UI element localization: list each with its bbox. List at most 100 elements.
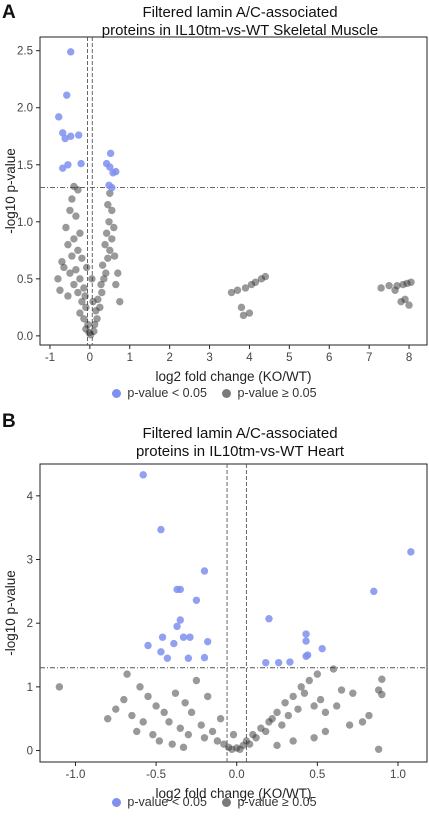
title-line: proteins in IL10tm-vs-WT Skeletal Muscle — [101, 22, 379, 39]
data-point-nonsignificant — [101, 240, 109, 249]
data-point-nonsignificant — [56, 286, 64, 294]
data-point-nonsignificant — [160, 708, 168, 717]
data-point-nonsignificant — [72, 266, 80, 274]
data-point-nonsignificant — [197, 721, 205, 729]
data-point-significant — [302, 637, 310, 645]
data-point-nonsignificant — [176, 724, 184, 732]
y-tick-label: 0.0 — [17, 331, 33, 343]
data-point-nonsignificant — [251, 278, 260, 286]
x-tick-label: 6 — [326, 352, 332, 364]
data-point-significant — [192, 596, 201, 604]
data-point-nonsignificant — [80, 315, 88, 323]
legend: p-value < 0.05 p-value ≥ 0.05 — [0, 386, 429, 401]
y-tick-label: 1 — [27, 682, 33, 694]
data-point-significant — [265, 615, 273, 623]
y-axis-label: -log10 p-value — [3, 570, 18, 656]
data-point-nonsignificant — [112, 705, 120, 713]
data-point-nonsignificant — [262, 727, 270, 736]
data-point-nonsignificant — [66, 206, 74, 215]
data-point-nonsignificant — [261, 272, 270, 281]
legend-item-significant: p-value < 0.05 — [112, 386, 207, 400]
x-tick-label: -0.5 — [146, 769, 166, 781]
x-axis-label: log2 fold change (KO/WT) — [155, 786, 311, 801]
data-point-nonsignificant — [227, 288, 236, 297]
data-point-significant — [179, 633, 188, 641]
data-point-nonsignificant — [98, 288, 106, 297]
data-point-nonsignificant — [204, 692, 212, 701]
data-point-nonsignificant — [108, 206, 116, 215]
data-point-nonsignificant — [96, 303, 104, 312]
data-point-significant — [106, 149, 115, 158]
data-point-nonsignificant — [358, 718, 367, 726]
data-point-nonsignificant — [100, 275, 108, 283]
data-point-nonsignificant — [165, 718, 173, 726]
data-point-nonsignificant — [378, 690, 386, 699]
data-point-nonsignificant — [192, 676, 201, 685]
data-point-nonsignificant — [300, 689, 309, 697]
data-point-significant — [370, 587, 378, 596]
x-tick-label: 0 — [87, 352, 93, 364]
x-tick-label: 1.0 — [390, 769, 406, 781]
plot-frame — [39, 36, 428, 346]
data-point-significant — [200, 653, 209, 662]
data-point-nonsignificant — [66, 269, 74, 277]
data-point-significant — [176, 585, 184, 594]
data-point-nonsignificant — [104, 200, 112, 209]
data-point-significant — [158, 633, 167, 641]
data-point-significant — [77, 159, 85, 168]
data-point-nonsignificant — [281, 699, 289, 707]
data-point-nonsignificant — [337, 686, 346, 694]
data-point-nonsignificant — [273, 741, 281, 750]
data-point-nonsignificant — [60, 263, 68, 272]
data-point-nonsignificant — [55, 683, 64, 691]
data-point-nonsignificant — [273, 708, 281, 717]
legend-dot — [112, 797, 122, 807]
data-point-nonsignificant — [149, 730, 157, 739]
data-point-nonsignificant — [123, 670, 131, 678]
legend-item-nonsignificant: p-value ≥ 0.05 — [222, 795, 317, 809]
data-point-nonsignificant — [184, 730, 193, 739]
data-point-nonsignificant — [245, 309, 254, 317]
data-point-nonsignificant — [297, 683, 305, 691]
data-point-nonsignificant — [237, 303, 246, 312]
data-point-nonsignificant — [114, 269, 122, 277]
x-tick-label: 3 — [206, 352, 212, 364]
legend-label: p-value ≥ 0.05 — [237, 795, 317, 809]
data-point-significant — [59, 129, 67, 137]
data-point-nonsignificant — [139, 718, 147, 726]
data-point-nonsignificant — [329, 665, 338, 673]
data-point-nonsignificant — [110, 252, 119, 260]
panel-a: A Filtered lamin A/C-associated proteins… — [0, 2, 429, 401]
data-point-nonsignificant — [200, 734, 209, 742]
data-point-significant — [274, 658, 283, 667]
data-point-nonsignificant — [294, 705, 302, 713]
data-point-nonsignificant — [187, 708, 196, 717]
data-point-nonsignificant — [345, 721, 354, 729]
x-tick-label: 5 — [286, 352, 292, 364]
y-tick-label: 0.5 — [17, 274, 33, 286]
data-point-nonsignificant — [378, 675, 386, 683]
data-point-nonsignificant — [98, 261, 107, 269]
y-tick-label: 2.5 — [17, 46, 33, 58]
y-tick-label: 1.5 — [17, 160, 33, 172]
y-tick-label: 2.0 — [17, 103, 33, 115]
data-point-nonsignificant — [88, 275, 96, 283]
data-point-nonsignificant — [76, 309, 84, 317]
y-axis-label: -log10 p-value — [3, 148, 18, 234]
data-point-nonsignificant — [105, 218, 113, 226]
legend-dot — [222, 388, 232, 398]
data-point-nonsignificant — [54, 275, 62, 283]
data-point-nonsignificant — [391, 286, 399, 294]
x-tick-label: -1 — [45, 352, 55, 364]
legend-label: p-value ≥ 0.05 — [237, 386, 317, 400]
data-point-nonsignificant — [70, 235, 78, 243]
data-point-nonsignificant — [106, 246, 114, 255]
x-tick-label: 0.5 — [309, 769, 325, 781]
data-point-nonsignificant — [104, 254, 112, 263]
data-point-nonsignificant — [405, 301, 413, 309]
data-point-nonsignificant — [68, 195, 76, 203]
data-point-significant — [302, 652, 310, 660]
data-point-nonsignificant — [102, 269, 110, 277]
data-point-nonsignificant — [106, 189, 114, 197]
data-point-nonsignificant — [289, 737, 297, 745]
